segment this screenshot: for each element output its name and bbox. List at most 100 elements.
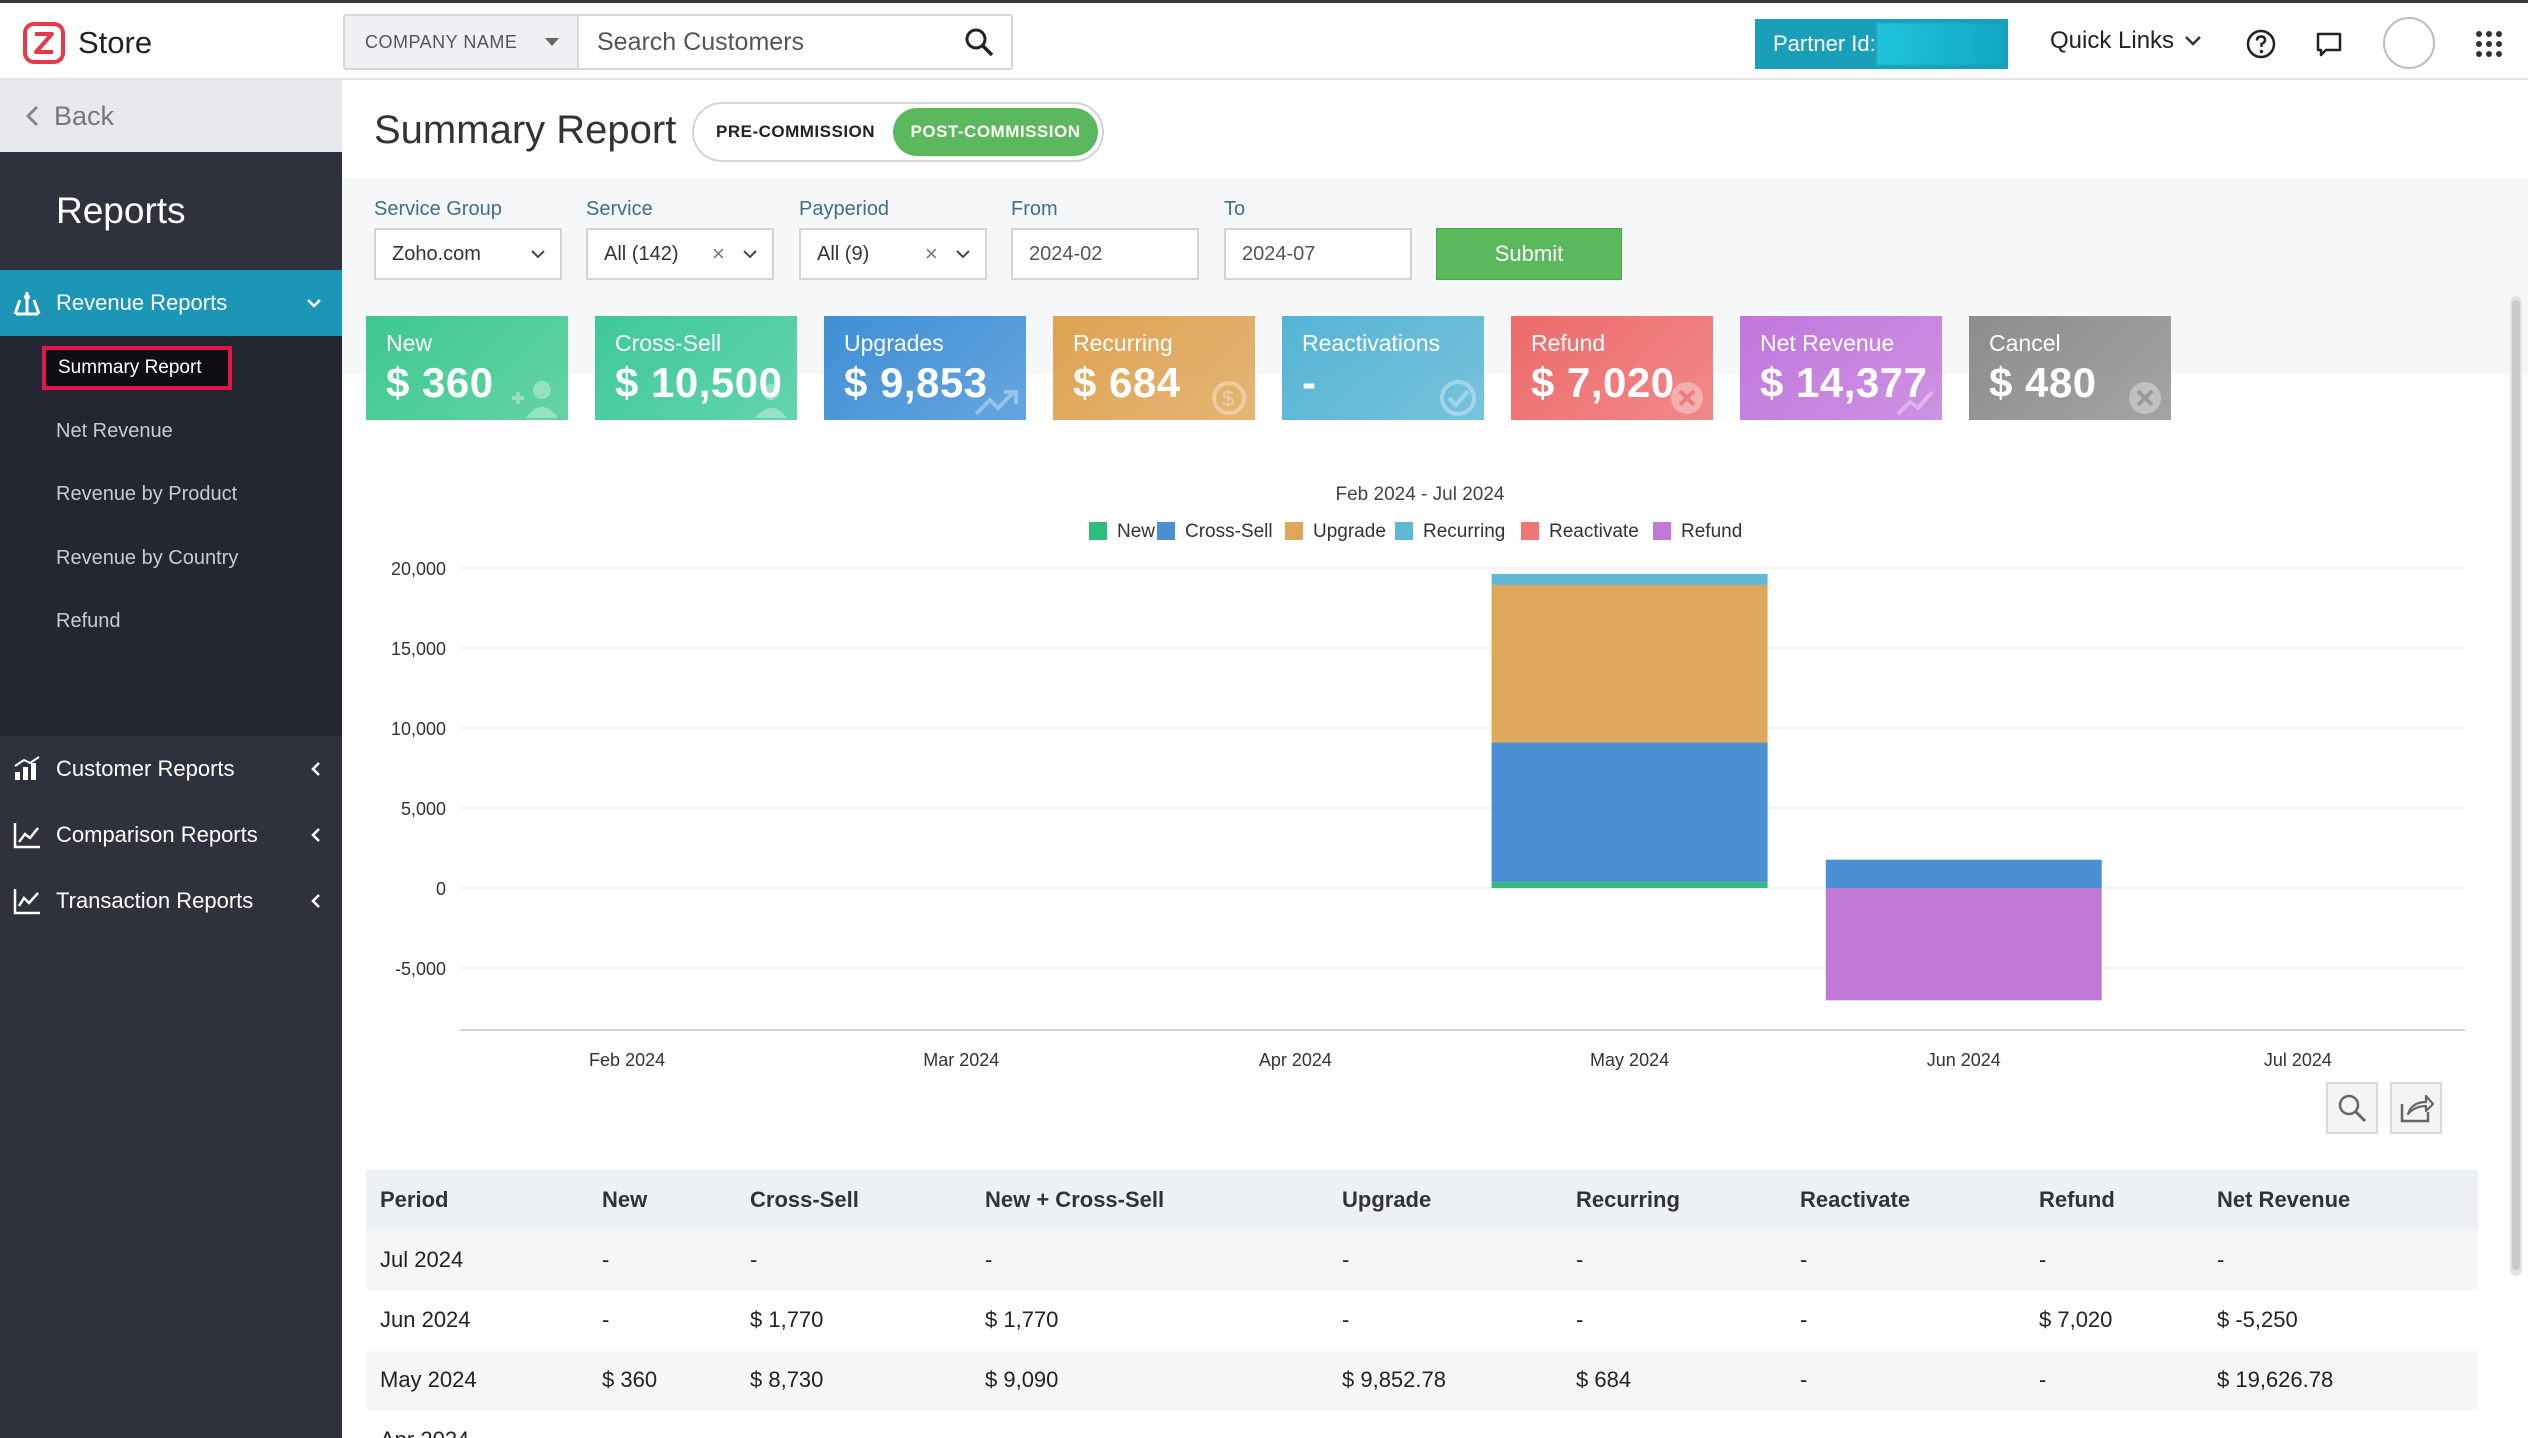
pre-commission-toggle[interactable]: PRE-COMMISSION — [715, 122, 876, 141]
column-header[interactable]: Refund — [2025, 1170, 2203, 1230]
kpi-value: $ 684 — [1073, 359, 1181, 406]
customer-search-bar: COMPANY NAME — [343, 14, 1013, 70]
legend-swatch — [1521, 522, 1539, 540]
top-bar: Store COMPANY NAME Partner Id: Quick Lin… — [0, 0, 2528, 80]
sidebar-item-revenue-by-product[interactable]: Revenue by Product — [56, 483, 238, 505]
table-cell: Jun 2024 — [366, 1290, 588, 1351]
table-cell: Jul 2024 — [366, 1230, 588, 1291]
table-cell — [2025, 1410, 2203, 1438]
table-cell: Apr 2024 — [366, 1410, 588, 1438]
chevron-down-icon — [531, 250, 545, 259]
legend-label: Cross-Sell — [1185, 521, 1273, 542]
sidebar-group-transaction-reports[interactable]: Transaction Reports — [0, 868, 342, 934]
chat-icon[interactable] — [2310, 25, 2348, 63]
column-header[interactable]: Reactivate — [1786, 1170, 2025, 1230]
cancel-circle-icon — [1671, 382, 1703, 414]
column-header[interactable]: New — [588, 1170, 736, 1230]
kpi-value: $ 9,853 — [844, 359, 988, 406]
clear-icon[interactable]: × — [925, 241, 938, 266]
to-date-input[interactable]: 2024-07 — [1224, 228, 1412, 280]
x-tick-label: Apr 2024 — [1259, 1050, 1332, 1070]
table-cell: $ -5,250 — [2203, 1290, 2478, 1351]
table-cell: - — [1562, 1290, 1786, 1351]
legend-label: Recurring — [1423, 521, 1505, 542]
column-header[interactable]: Period — [366, 1170, 588, 1230]
column-header[interactable]: Net Revenue — [2203, 1170, 2478, 1230]
quick-links-menu[interactable]: Quick Links — [2050, 27, 2202, 55]
table-cell: $ 7,020 — [2025, 1290, 2203, 1351]
table-header-row: Period New Cross-Sell New + Cross-Sell U… — [366, 1170, 2478, 1230]
customer-reports-icon — [14, 756, 40, 780]
svg-text:$: $ — [1222, 386, 1234, 411]
search-icon[interactable] — [947, 16, 1011, 68]
scrollbar-thumb[interactable] — [2512, 300, 2520, 1270]
table-cell: - — [736, 1230, 971, 1291]
service-select[interactable]: All (142) × — [586, 228, 774, 280]
sidebar-group-customer-reports[interactable]: Customer Reports — [0, 736, 342, 802]
app-grid-icon[interactable] — [2470, 25, 2508, 63]
kpi-card-recurring: Recurring $ 684 $ — [1053, 316, 1255, 420]
kpi-label: Upgrades — [844, 330, 944, 356]
back-button[interactable]: Back — [0, 80, 342, 152]
y-tick-label: -5,000 — [395, 959, 446, 979]
chevron-left-icon — [311, 762, 320, 776]
post-commission-toggle[interactable]: POST-COMMISSION — [893, 108, 1098, 156]
sidebar-item-revenue-by-country[interactable]: Revenue by Country — [56, 547, 239, 569]
service-group-select[interactable]: Zoho.com — [374, 228, 562, 280]
chevron-down-icon — [2185, 36, 2201, 46]
chart-bar — [1825, 888, 2102, 1001]
y-tick-label: 20,000 — [391, 559, 446, 579]
export-button[interactable] — [2390, 1082, 2442, 1134]
column-header[interactable]: Cross-Sell — [736, 1170, 971, 1230]
table-cell: - — [1562, 1230, 1786, 1291]
chart-bar — [1491, 573, 1768, 585]
kpi-label: Cross-Sell — [615, 330, 722, 356]
sidebar-group-comparison-reports[interactable]: Comparison Reports — [0, 802, 342, 868]
from-date-input[interactable]: 2024-02 — [1011, 228, 1199, 280]
table-cell: $ 19,626.78 — [2203, 1350, 2478, 1411]
table-cell: $ 684 — [1562, 1350, 1786, 1411]
table-cell: - — [2203, 1230, 2478, 1291]
submit-button[interactable]: Submit — [1436, 228, 1622, 280]
sidebar-item-net-revenue[interactable]: Net Revenue — [56, 420, 173, 442]
sidebar-group-label: Transaction Reports — [56, 888, 254, 913]
chevron-left-icon — [311, 828, 320, 842]
check-circle-icon — [1440, 380, 1476, 416]
payperiod-select[interactable]: All (9) × — [799, 228, 987, 280]
sidebar-group-revenue-reports[interactable]: Revenue Reports — [0, 270, 342, 336]
kpi-card-upgrades: Upgrades $ 9,853 — [824, 316, 1026, 420]
avatar[interactable] — [2383, 17, 2435, 69]
chart-bar — [1491, 584, 1768, 743]
clear-icon[interactable]: × — [712, 241, 725, 266]
company-name-label: COMPANY NAME — [365, 31, 518, 52]
column-header[interactable]: New + Cross-Sell — [971, 1170, 1328, 1230]
table-row: May 2024 $ 360 $ 8,730 $ 9,090 $ 9,852.7… — [366, 1350, 2478, 1411]
zoom-button[interactable] — [2326, 1082, 2378, 1134]
table-cell: $ 1,770 — [736, 1290, 971, 1351]
chevron-down-icon — [743, 250, 757, 259]
chart-title: Feb 2024 - Jul 2024 — [1335, 484, 1504, 505]
sidebar-group-label: Comparison Reports — [56, 822, 258, 847]
summary-table: Period New Cross-Sell New + Cross-Sell U… — [366, 1170, 2478, 1438]
sidebar-item-refund[interactable]: Refund — [56, 610, 121, 632]
sidebar-item-summary-report[interactable]: Summary Report — [42, 346, 232, 390]
column-header[interactable]: Recurring — [1562, 1170, 1786, 1230]
partner-id-badge: Partner Id: — [1755, 19, 2008, 69]
chart-bar — [1491, 882, 1768, 888]
x-tick-label: Jun 2024 — [1927, 1050, 2001, 1070]
quick-links-label: Quick Links — [2050, 27, 2175, 54]
help-icon[interactable] — [2242, 25, 2280, 63]
kpi-card-refund: Refund $ 7,020 — [1511, 316, 1713, 420]
company-name-select[interactable]: COMPANY NAME — [345, 16, 579, 68]
table-row: Jul 2024 - - - - - - - - — [366, 1230, 2478, 1291]
store-logo-icon[interactable] — [22, 21, 66, 65]
add-user-icon — [512, 381, 558, 418]
search-customers-input[interactable] — [579, 16, 947, 68]
y-tick-label: 15,000 — [391, 639, 446, 659]
share-icon — [2400, 1094, 2434, 1123]
table-row: Jun 2024 - $ 1,770 $ 1,770 - - - $ 7,020… — [366, 1290, 2478, 1351]
table-cell — [736, 1410, 971, 1438]
kpi-card-cancel: Cancel $ 480 — [1969, 316, 2171, 420]
service-group-label: Service Group — [374, 198, 502, 220]
column-header[interactable]: Upgrade — [1328, 1170, 1562, 1230]
